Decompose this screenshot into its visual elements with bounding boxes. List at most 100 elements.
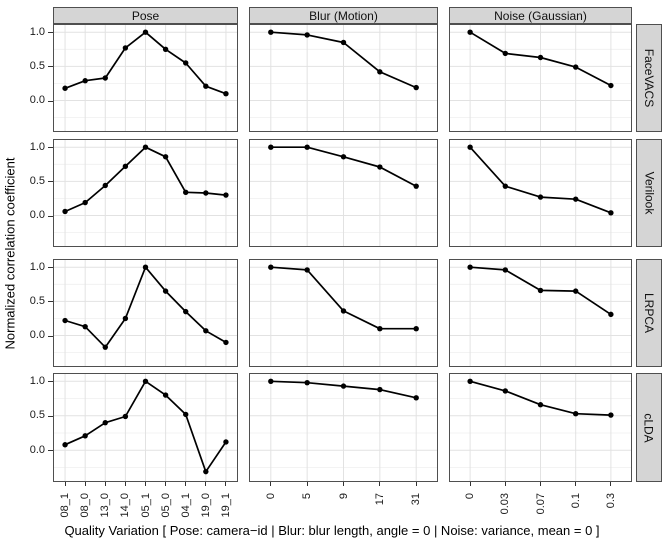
- x-tick-mark: [185, 482, 187, 486]
- y-tick-label: 0.5: [29, 59, 45, 72]
- facet-column-strip-blur-label: Blur (Motion): [309, 8, 378, 23]
- x-tick-mark: [343, 482, 344, 486]
- y-tick-label: 0.0: [29, 443, 45, 456]
- y-tick-label: 0.5: [29, 409, 45, 422]
- x-tick-label: 0.3: [604, 489, 620, 509]
- y-tick-mark: [48, 335, 53, 337]
- x-tick-mark: [415, 482, 417, 486]
- facet-row-strip-facevacs-label: FaceVACS: [642, 48, 656, 108]
- y-tick-label: 0.5: [29, 174, 45, 187]
- x-tick-label-text: 31: [410, 493, 423, 506]
- y-tick-mark: [48, 32, 53, 34]
- x-tick-label-text: 08_1: [59, 493, 72, 518]
- facet-row-strip-lrpca-label: LRPCA: [642, 292, 657, 334]
- x-tick-mark: [124, 482, 126, 486]
- x-tick-label-text: 19_0: [199, 493, 212, 518]
- x-tick-label-text: 14_0: [119, 493, 132, 518]
- x-tick-mark: [64, 482, 66, 486]
- x-tick-mark: [104, 482, 106, 486]
- y-tick-mark: [48, 66, 53, 68]
- x-tick-mark: [469, 482, 471, 486]
- x-tick-label-text: 0.07: [534, 493, 547, 515]
- facet-column-strip-pose: Pose: [53, 7, 238, 24]
- x-tick-label: 9: [338, 489, 350, 507]
- y-tick-label: 0.5: [29, 294, 45, 307]
- y-tick-mark: [48, 415, 53, 417]
- x-tick-label-text: 0.1: [569, 493, 582, 509]
- x-tick-mark: [575, 482, 577, 486]
- facet-column-strip-noise-label: Noise (Gaussian): [494, 8, 587, 23]
- y-tick-mark: [48, 147, 53, 149]
- x-tick-label-text: 0.03: [499, 493, 512, 515]
- facet-row-strip-clda-label: cLDA: [642, 412, 656, 443]
- x-tick-mark: [540, 482, 541, 486]
- facet-panel-facevacs-noise: [449, 24, 632, 132]
- x-tick-label-text: 5: [301, 493, 314, 500]
- facet-panel-facevacs-pose: [53, 24, 238, 132]
- y-tick-label: 0.0: [29, 94, 45, 107]
- facet-row-strip-facevacs: FaceVACS: [636, 24, 662, 132]
- y-tick-mark: [48, 381, 53, 383]
- facet-panel-verilook-blur: [249, 139, 438, 247]
- x-tick-mark: [379, 482, 381, 486]
- facet-panel-lrpca-blur: [249, 259, 438, 367]
- facet-panel-verilook-noise: [449, 139, 632, 247]
- x-tick-label: 0.03: [499, 489, 520, 514]
- y-tick-label: 0.0: [29, 209, 45, 222]
- y-tick-label: 0.0: [29, 329, 45, 342]
- x-tick-label-text: 08_0: [79, 493, 92, 518]
- facet-panel-clda-pose: [53, 373, 238, 482]
- x-tick-mark: [504, 482, 506, 486]
- facet-row-strip-clda: cLDA: [636, 373, 662, 482]
- x-tick-label: 5: [301, 489, 313, 507]
- x-tick-mark: [306, 482, 308, 486]
- y-tick-mark: [48, 301, 53, 303]
- y-tick-mark: [48, 100, 53, 102]
- y-tick-mark: [48, 267, 53, 269]
- x-tick-label-text: 9: [337, 493, 350, 500]
- x-tick-mark: [205, 482, 207, 486]
- x-tick-label-text: 13_0: [99, 493, 112, 518]
- x-tick-mark: [165, 482, 167, 486]
- x-tick-mark: [270, 482, 272, 486]
- facet-panel-facevacs-blur: [249, 24, 438, 132]
- y-tick-mark: [48, 181, 53, 183]
- x-tick-label: 31: [410, 489, 422, 507]
- facet-column-strip-pose-label: Pose: [131, 8, 160, 23]
- x-tick-mark: [84, 482, 86, 486]
- x-tick-label-text: 05_1: [139, 493, 152, 518]
- x-tick-label: 0.1: [569, 489, 585, 509]
- x-tick-label-text: 0.3: [604, 493, 617, 509]
- facet-column-strip-noise: Noise (Gaussian): [449, 7, 632, 24]
- x-tick-label: 17: [374, 489, 386, 507]
- x-tick-label-text: 19_1: [219, 493, 232, 518]
- y-tick-mark: [48, 215, 53, 217]
- y-tick-label: 1.0: [29, 140, 45, 153]
- facet-panel-clda-noise: [449, 373, 632, 482]
- x-tick-mark: [610, 482, 612, 486]
- facet-row-strip-lrpca: LRPCA: [636, 259, 662, 367]
- x-tick-label: 0.07: [535, 489, 556, 514]
- x-tick-label-text: 17: [373, 493, 386, 506]
- y-tick-mark: [48, 450, 53, 452]
- facet-panel-verilook-pose: [53, 139, 238, 247]
- x-tick-label-text: 05_0: [159, 493, 172, 518]
- y-tick-label: 1.0: [29, 260, 45, 273]
- facet-row-strip-verilook: Verilook: [636, 139, 662, 247]
- x-tick-label: 0: [464, 489, 476, 507]
- x-tick-label-text: 04_1: [179, 493, 192, 518]
- facet-panel-lrpca-noise: [449, 259, 632, 367]
- x-tick-mark: [145, 482, 146, 486]
- x-axis-title: Quality Variation [ Pose: camera−id | Bl…: [64, 523, 600, 538]
- x-tick-label-text: 0: [264, 493, 277, 500]
- x-tick-label-text: 0: [464, 493, 477, 500]
- facet-panel-clda-blur: [249, 373, 438, 482]
- facet-column-strip-blur: Blur (Motion): [249, 7, 438, 24]
- x-tick-mark: [225, 482, 227, 486]
- x-tick-label: 0: [265, 489, 277, 507]
- x-tick-label: 19_1: [220, 489, 244, 517]
- y-tick-label: 1.0: [29, 374, 45, 387]
- facet-row-strip-verilook-label: Verilook: [642, 171, 657, 215]
- facet-panel-lrpca-pose: [53, 259, 238, 367]
